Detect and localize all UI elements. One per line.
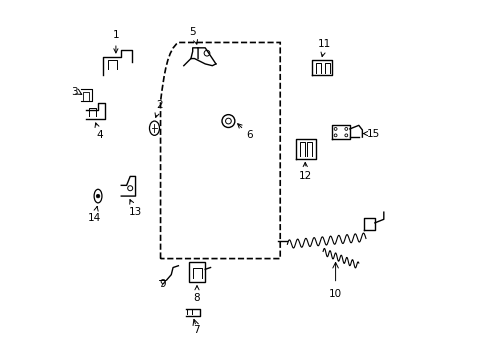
Text: 8: 8 <box>193 286 200 303</box>
Text: 3: 3 <box>71 87 78 98</box>
Text: 4: 4 <box>95 123 103 140</box>
Text: 10: 10 <box>328 289 342 299</box>
Text: 5: 5 <box>189 27 197 44</box>
Circle shape <box>96 194 100 198</box>
Text: 9: 9 <box>159 279 165 289</box>
Text: 6: 6 <box>237 124 253 140</box>
Text: 2: 2 <box>155 100 163 117</box>
Text: 7: 7 <box>193 325 199 335</box>
Text: 13: 13 <box>129 199 142 217</box>
Text: 15: 15 <box>363 129 379 139</box>
Text: 12: 12 <box>298 162 311 181</box>
Text: 11: 11 <box>318 39 331 57</box>
Text: 14: 14 <box>88 207 101 222</box>
Text: 1: 1 <box>112 30 119 53</box>
